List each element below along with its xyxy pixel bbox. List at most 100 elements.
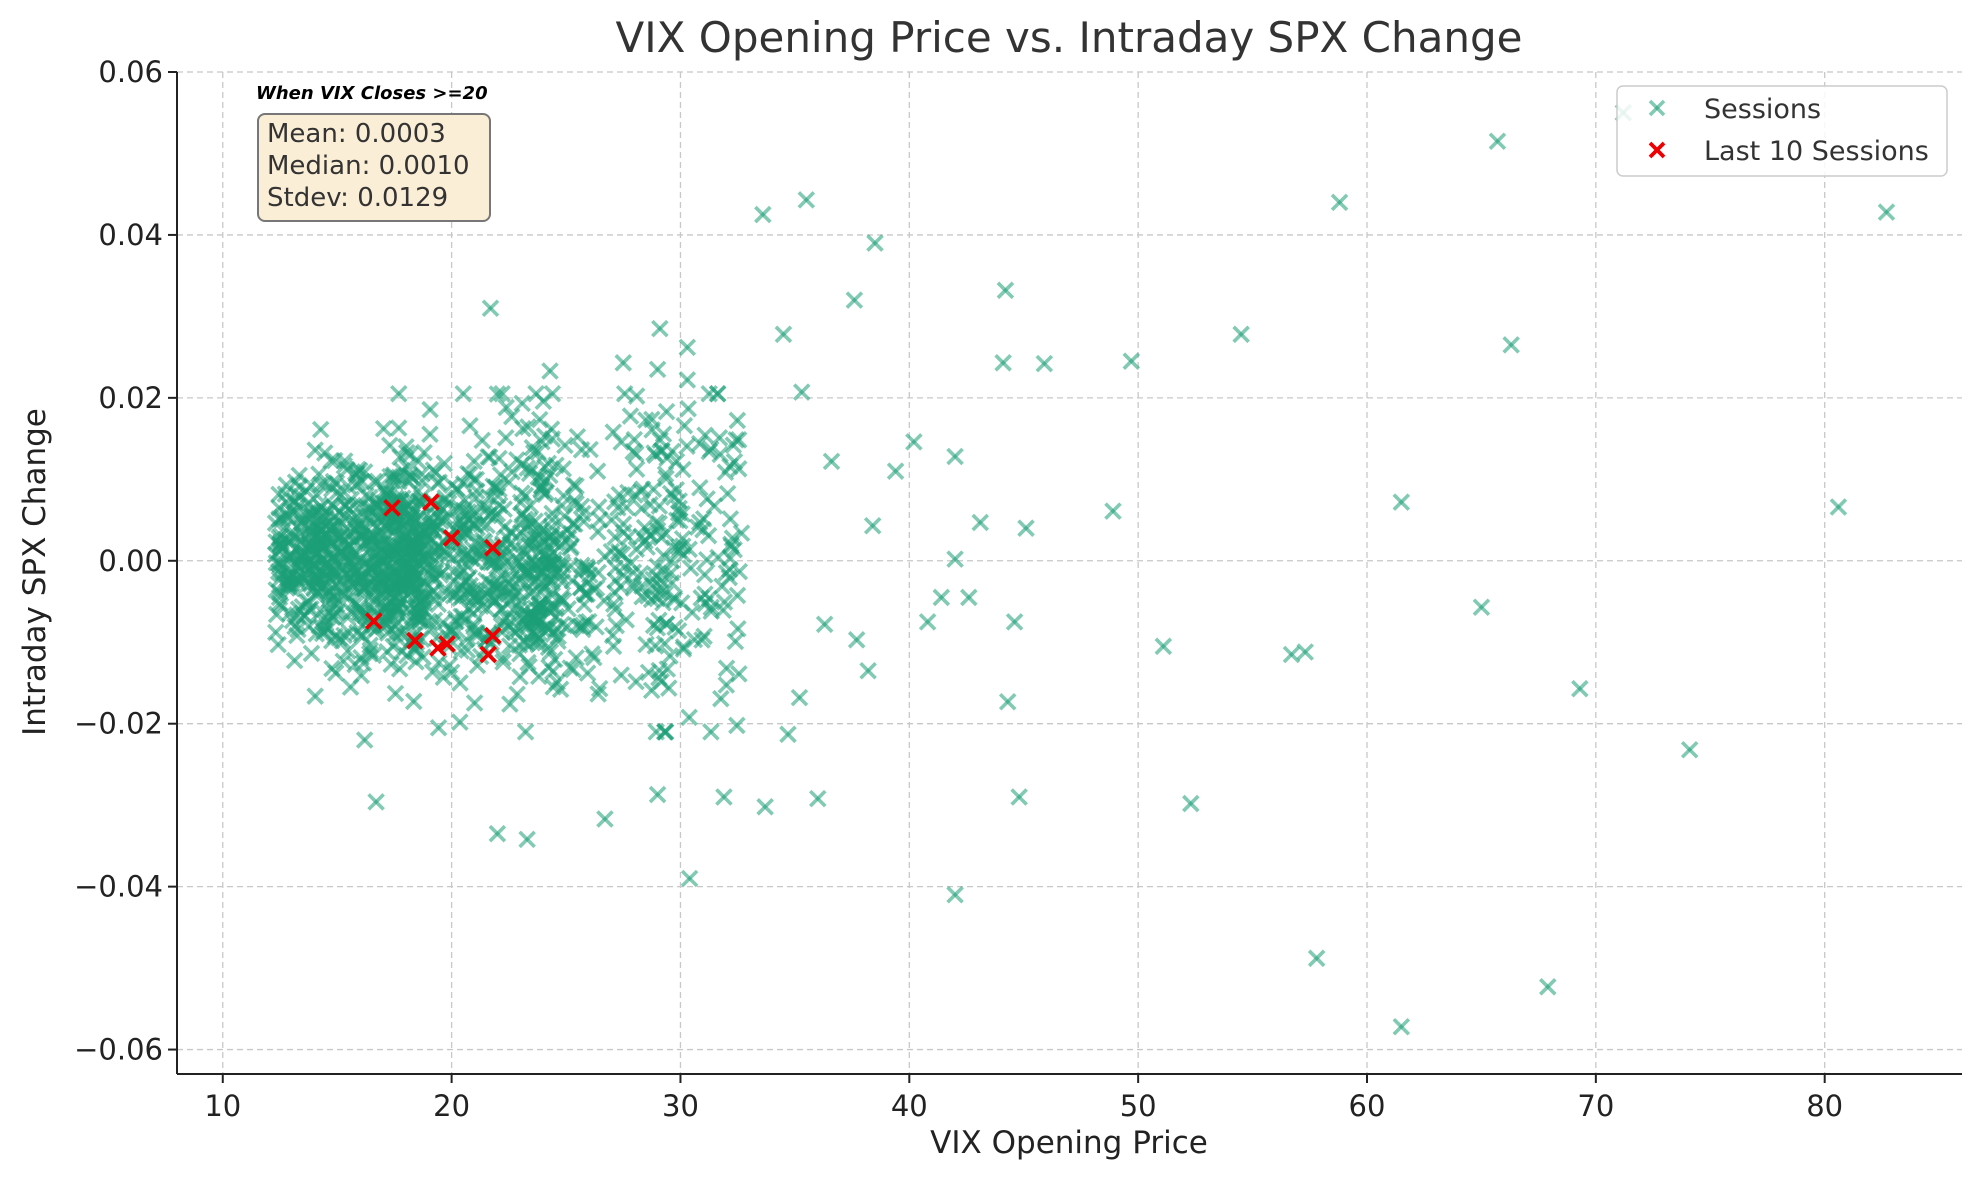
session-point: [399, 472, 417, 491]
session-point: [422, 619, 441, 637]
x-tick-label: 20: [433, 1089, 470, 1123]
session-point: [386, 562, 404, 581]
session-point: [728, 411, 747, 430]
session-point: [774, 325, 793, 344]
session-point: [1571, 679, 1589, 698]
session-point: [587, 618, 605, 636]
last-10-session-point: [483, 626, 502, 645]
y-tick-label: 0.06: [98, 55, 163, 89]
session-point: [606, 600, 624, 619]
session-point: [519, 653, 537, 672]
session-point: [650, 514, 668, 533]
session-point: [350, 597, 369, 616]
session-point: [1005, 613, 1024, 631]
session-point: [720, 560, 739, 579]
session-point: [524, 444, 543, 462]
session-point: [388, 544, 406, 562]
session-point: [696, 426, 714, 444]
session-point: [526, 530, 545, 548]
session-point: [662, 564, 680, 582]
session-point: [723, 529, 742, 547]
session-point: [680, 869, 699, 888]
session-point: [644, 480, 663, 499]
session-point: [529, 443, 547, 461]
session-point: [311, 420, 330, 439]
x-tick-label: 40: [891, 1089, 928, 1123]
session-point: [413, 471, 432, 490]
session-point: [533, 432, 551, 451]
session-point: [866, 234, 884, 252]
session-point: [654, 425, 673, 443]
session-point: [316, 614, 335, 632]
last-10-session-point: [483, 538, 502, 557]
session-point: [641, 527, 660, 545]
session-point: [859, 661, 877, 680]
session-point: [551, 680, 570, 699]
session-point: [604, 637, 623, 656]
session-point: [847, 631, 866, 649]
session-point: [613, 545, 632, 564]
session-point: [554, 556, 572, 574]
session-point: [491, 588, 510, 607]
session-point: [754, 205, 772, 224]
session-point: [905, 433, 923, 451]
session-point: [389, 385, 408, 403]
session-point: [306, 687, 324, 705]
session-point: [678, 437, 696, 456]
session-point: [334, 652, 353, 671]
session-point: [946, 886, 964, 904]
session-point: [421, 517, 440, 535]
session-point: [1232, 325, 1250, 344]
session-point: [415, 443, 433, 462]
session-point: [556, 436, 574, 455]
stats-annotation: When VIX Closes >=20 Mean: 0.0003 Median…: [256, 83, 491, 222]
session-point: [434, 668, 453, 687]
session-point: [321, 520, 340, 538]
session-point: [946, 550, 964, 568]
session-point: [567, 477, 585, 495]
x-tick-label: 80: [1806, 1089, 1843, 1123]
stats-box: [257, 113, 491, 222]
session-point: [679, 399, 697, 418]
session-point: [362, 531, 380, 549]
session-point: [614, 523, 633, 542]
session-point: [430, 473, 448, 492]
session-point: [624, 579, 643, 597]
session-point: [779, 725, 797, 744]
session-point: [554, 459, 573, 478]
session-point: [403, 608, 422, 626]
session-point: [728, 716, 746, 735]
session-point: [440, 656, 459, 675]
session-point: [373, 552, 391, 571]
session-point: [658, 449, 676, 467]
session-point: [1472, 598, 1491, 616]
session-point: [429, 595, 448, 614]
stats-median: Median: 0.0010: [267, 151, 470, 181]
session-point: [587, 579, 606, 597]
session-point: [494, 648, 512, 667]
session-point: [353, 616, 371, 634]
session-point: [331, 503, 349, 522]
session-point: [710, 429, 729, 447]
session-point: [501, 695, 519, 713]
session-point: [461, 416, 479, 435]
session-point: [886, 462, 905, 480]
session-point: [545, 650, 564, 669]
session-point: [717, 659, 736, 678]
last-10-session-point: [429, 639, 447, 657]
session-point: [323, 659, 341, 678]
session-point: [1104, 502, 1122, 520]
session-point: [513, 394, 531, 413]
session-point: [442, 623, 460, 641]
chart-title: VIX Opening Price vs. Intraday SPX Chang…: [616, 13, 1523, 62]
session-point: [388, 603, 406, 622]
session-point: [647, 566, 665, 585]
session-point: [425, 567, 443, 586]
session-point: [335, 457, 354, 475]
session-point: [1330, 193, 1349, 212]
session-point: [552, 589, 570, 607]
session-point: [918, 613, 937, 631]
legend: Sessions Last 10 Sessions: [1616, 85, 1948, 177]
last-10-session-point: [383, 498, 401, 517]
session-point: [648, 785, 667, 804]
